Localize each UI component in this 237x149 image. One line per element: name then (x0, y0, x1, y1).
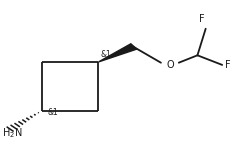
Text: H$_2$N: H$_2$N (2, 126, 22, 140)
Text: F: F (199, 14, 205, 24)
Text: F: F (224, 60, 230, 70)
Text: &1: &1 (101, 50, 112, 59)
Text: &1: &1 (48, 108, 59, 117)
Polygon shape (98, 44, 137, 62)
Text: O: O (166, 60, 174, 70)
